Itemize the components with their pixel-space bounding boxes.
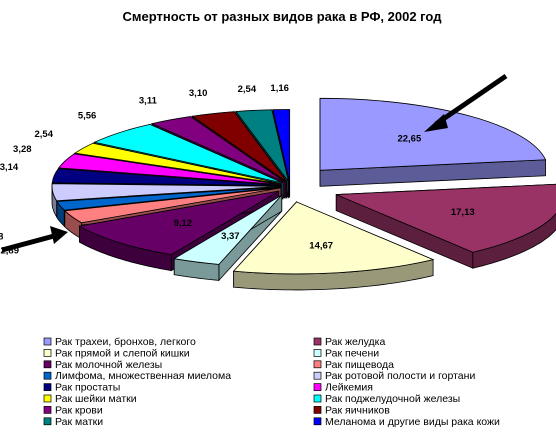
data-labels: 22,6517,1314,673,379,122,891,983,773,143…: [0, 83, 475, 256]
legend-label: Рак матки: [55, 416, 103, 428]
legend-swatch: [313, 337, 322, 346]
legend-item-1: Рак трахеи, бронхов, легкого: [43, 336, 196, 348]
legend-item-13: Рак крови: [43, 404, 103, 416]
legend-swatch: [43, 337, 52, 346]
slice-4: [173, 194, 283, 282]
legend-item-8: Рак ротовой полости и гортани: [313, 370, 475, 382]
legend-label: Лимфома, множественная миелома: [55, 370, 231, 382]
data-label-3: 14,67: [309, 240, 333, 251]
legend-item-7: Лимфома, множественная миелома: [43, 370, 231, 382]
legend-label: Рак простаты: [55, 382, 120, 394]
data-label-7: 1,98: [0, 232, 3, 243]
legend-swatch: [43, 394, 52, 403]
legend-swatch: [313, 371, 322, 380]
legend-swatch: [313, 406, 322, 414]
annotation-arrows: [1, 73, 508, 253]
data-label-11: 2,54: [35, 129, 54, 140]
chart-title: Смертность от разных видов рака в РФ, 20…: [123, 9, 443, 24]
legend-item-3: Рак прямой и слепой кишки: [43, 347, 190, 359]
legend-swatch: [43, 360, 52, 369]
legend-label: Рак ротовой полости и гортани: [325, 370, 475, 382]
slice-3: [232, 200, 435, 291]
pie-slices: [51, 97, 556, 291]
data-label-15: 2,54: [238, 84, 257, 95]
legend-label: Рак желудка: [325, 336, 385, 348]
legend-label: Рак пищевода: [325, 359, 394, 371]
legend-swatch: [313, 417, 322, 426]
legend-label: Рак прямой и слепой кишки: [55, 347, 190, 359]
legend-swatch: [43, 406, 52, 414]
legend-item-11: Рак шейки матки: [43, 393, 137, 405]
arrow-left-head: [50, 226, 68, 244]
arrow-left-shaft: [1, 233, 55, 253]
legend-label: Рак молочной железы: [55, 359, 162, 371]
legend-swatch: [43, 371, 52, 380]
arrow-right-shaft: [434, 73, 508, 127]
legend-swatch: [43, 349, 52, 357]
legend-label: Рак поджелудочной железы: [325, 393, 460, 405]
legend-item-4: Рак печени: [313, 347, 379, 359]
arrow-right-head: [424, 114, 448, 132]
legend: Рак трахеи, бронхов, легкого Рак желудкаР…: [43, 336, 500, 428]
legend-label: Рак крови: [55, 404, 103, 416]
legend-label: Рак трахеи, бронхов, легкого: [55, 336, 196, 348]
data-label-10: 3,28: [13, 144, 32, 155]
data-label-1: 22,65: [397, 134, 421, 145]
slice-1: [319, 97, 547, 187]
data-label-6: 2,89: [0, 246, 19, 257]
data-label-13: 3,11: [139, 95, 158, 106]
legend-label: Рак яичников: [325, 404, 390, 416]
legend-item-15: Рак матки: [43, 416, 103, 428]
legend-swatch: [43, 417, 52, 426]
legend-label: Меланома и другие виды рака кожи: [325, 416, 500, 428]
slice-2: [335, 183, 556, 269]
legend-item-16: Меланома и другие виды рака кожи: [313, 416, 500, 428]
legend-item-14: Рак яичников: [313, 404, 390, 416]
data-label-2: 17,13: [451, 207, 475, 218]
legend-swatch: [313, 349, 322, 357]
legend-swatch: [313, 383, 322, 391]
legend-item-10: Лейкемия: [313, 382, 373, 394]
legend-label: Лейкемия: [325, 382, 373, 394]
legend-item-2: Рак желудка: [313, 336, 385, 348]
legend-item-6: Рак пищевода: [313, 359, 394, 371]
data-label-16: 1,16: [270, 83, 289, 94]
legend-swatch: [313, 394, 322, 403]
legend-item-5: Рак молочной железы: [43, 359, 162, 371]
legend-item-9: Рак простаты: [43, 382, 120, 394]
legend-swatch: [313, 360, 322, 369]
legend-label: Рак печени: [325, 347, 379, 359]
data-label-9: 3,14: [0, 162, 19, 173]
data-label-12: 5,56: [78, 110, 97, 121]
legend-item-12: Рак поджелудочной железы: [313, 393, 460, 405]
legend-swatch: [43, 383, 52, 391]
data-label-14: 3,10: [189, 88, 208, 99]
legend-label: Рак шейки матки: [55, 393, 137, 405]
data-label-5: 9,12: [174, 218, 193, 229]
data-label-4: 3,37: [221, 231, 240, 242]
